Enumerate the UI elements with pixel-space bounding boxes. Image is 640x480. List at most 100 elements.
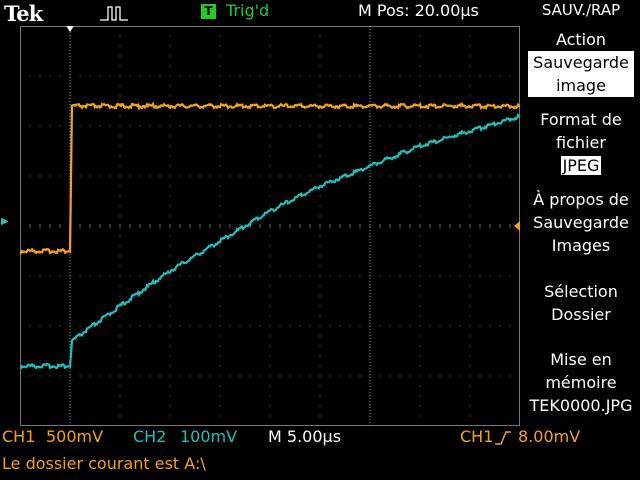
grid-dot [359,175,361,177]
grid-dot [399,325,401,327]
grid-dot [419,345,421,347]
rising-edge-icon [495,431,511,445]
grid-dot [89,275,91,277]
grid-dot [119,325,121,327]
grid-dot [409,375,411,377]
grid-dot [469,155,471,157]
grid-dot [269,35,271,37]
grid-dot [469,175,471,177]
grid-dot [489,75,491,77]
grid-dot [69,105,71,107]
grid-dot [219,275,221,277]
grid-dot [389,275,391,277]
grid-dot [219,375,221,377]
grid-dot [269,75,271,77]
grid-dot [379,175,381,177]
grid-dot [289,125,291,127]
grid-dot [389,75,391,77]
grid-dot [339,275,341,277]
grid-dot [159,375,161,377]
grid-dot [369,375,371,377]
grid-dot [219,295,221,297]
grid-dot [469,95,471,97]
grid-dot [199,325,201,327]
grid-dot [309,375,311,377]
grid-dot [99,275,101,277]
select-folder-line-1: Sélection [544,282,618,301]
grid-dot [109,275,111,277]
grid-dot [169,75,171,77]
grid-dot [499,125,501,127]
grid-dot [269,305,271,307]
grid-dot [269,115,271,117]
grid-dot [269,175,271,177]
file-format-value: JPEG [560,156,602,175]
grid-dot [269,255,271,257]
grid-dot [419,115,421,117]
grid-dot [119,365,121,367]
grid-dot [459,375,461,377]
grid-dot [149,125,151,127]
grid-dot [119,55,121,57]
grid-dot [169,375,171,377]
grid-dot [449,375,451,377]
waveform-display [20,26,520,426]
grid-dot [269,95,271,97]
grid-dot [169,195,171,197]
grid-dot [509,175,511,177]
grid-dot [129,325,131,327]
grid-dot [319,45,321,47]
grid-dot [119,45,121,47]
grid-dot [219,385,221,387]
grid-dot [119,175,121,177]
grid-dot [189,175,191,177]
grid-dot [39,75,41,77]
grid-dot [399,75,401,77]
grid-dot [169,135,171,137]
grid-dot [379,375,381,377]
file-format-option[interactable]: Format de fichier JPEG [522,108,640,177]
grid-dot [299,325,301,327]
grid-dot [229,175,231,177]
grid-dot [299,75,301,77]
grid-dot [429,275,431,277]
grid-dot [369,195,371,197]
action-option[interactable]: Action Sauvegarde image [522,28,640,97]
grid-dot [189,325,191,327]
grid-dot [419,85,421,87]
grid-dot [119,215,121,217]
grid-dot [139,175,141,177]
grid-dot [419,26,421,27]
grid-dot [339,125,341,127]
about-save-images-option[interactable]: À propos de Sauvegarde Images [522,188,640,257]
ch2-scale: 100mV [180,427,238,446]
grid-dot [89,75,91,77]
grid-dot [469,115,471,117]
grid-dot [219,135,221,137]
grid-dot [359,125,361,127]
grid-dot [369,285,371,287]
grid-dot [259,75,261,77]
menu-title: SAUV./RAP [541,1,621,19]
select-folder-option[interactable]: Sélection Dossier [522,280,640,326]
grid-dot [319,415,321,417]
grid-dot [469,85,471,87]
grid-dot [129,175,131,177]
grid-dot [29,75,31,77]
grid-dot [109,375,111,377]
grid-dot [319,35,321,37]
grid-dot [469,305,471,307]
grid-dot [189,75,191,77]
grid-dot [169,315,171,317]
store-option[interactable]: Mise en mémoire TEK0000.JPG [522,348,640,417]
grid-dot [249,375,251,377]
grid-dot [179,275,181,277]
grid-dot [499,275,501,277]
grid-dot [259,375,261,377]
trigger-source: CH1 [460,427,494,446]
grid-dot [239,375,241,377]
grid-dot [169,155,171,157]
grid-dot [169,85,171,87]
grid-dot [319,135,321,137]
grid-dot [219,315,221,317]
